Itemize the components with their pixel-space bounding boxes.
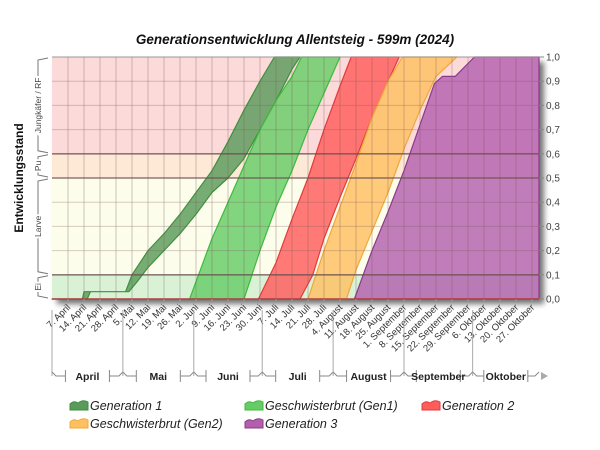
month-bracket: [122, 371, 195, 377]
month-bracket: [51, 371, 124, 377]
stage-axis: Ei Larve Pu Jungkäfer / RF: [31, 57, 49, 299]
month-label: Oktober: [486, 371, 526, 383]
legend-swatch-icon: [244, 418, 264, 429]
y-tick-label: 0,8: [546, 101, 560, 112]
month-bracket: [193, 371, 263, 377]
legend-swatch-icon: [69, 418, 89, 429]
y-tick-label: 0,9: [546, 77, 560, 88]
y-tick-label: 0,1: [546, 270, 560, 281]
stage-label: Pu: [33, 160, 43, 171]
stage-label: Jungkäfer / RF: [33, 78, 43, 134]
legend-label: Geschwisterbrut (Gen2): [90, 417, 223, 431]
stage-bracket: [37, 275, 49, 299]
month-label: August: [350, 371, 387, 383]
y-tick-label: 0,5: [546, 174, 560, 185]
stage-label: Ei: [33, 283, 43, 291]
series-area-0: [51, 56, 301, 300]
y-tick-label: 0,3: [546, 222, 560, 233]
legend-label: Geschwisterbrut (Gen1): [265, 399, 398, 413]
stage-bracket: [37, 178, 49, 275]
month-label: Juli: [289, 371, 307, 383]
y-tick-label: 0,0: [546, 295, 560, 306]
stage-label: Larve: [33, 215, 43, 237]
y-tick-label: 0,2: [546, 246, 560, 257]
chart-title: Generationsentwicklung Allentsteig - 599…: [136, 32, 455, 47]
y-axis: 0,0 0,1 0,2 0,3 0,4 0,5 0,6 0,7 0,8 0,9 1,0: [539, 53, 560, 306]
month-bracket: [472, 371, 540, 377]
month-label: April: [75, 371, 99, 383]
stage-bracket: [37, 154, 49, 178]
legend-swatch-icon: [69, 400, 89, 411]
month-axis: April Mai Juni Juli August September Oktober: [51, 310, 548, 383]
month-label: Juni: [217, 371, 239, 383]
y-tick-label: 0,7: [546, 125, 560, 136]
legend-label: Generation 3: [265, 417, 337, 431]
y-tick-label: 0,4: [546, 198, 560, 209]
legend: Generation 1 Geschwisterbrut (Gen1) Genera…: [69, 399, 514, 431]
axis-arrow-icon: [541, 372, 548, 380]
month-bracket: [261, 371, 334, 377]
month-label: Mai: [150, 371, 168, 383]
month-bracket: [403, 371, 473, 377]
month-label: September: [411, 371, 465, 383]
stage-bracket: [37, 57, 49, 154]
y-axis-label: Entwicklungsstand: [12, 123, 26, 232]
legend-swatch-icon: [421, 400, 441, 411]
y-tick-label: 1,0: [546, 53, 560, 64]
legend-label: Generation 2: [442, 399, 514, 413]
y-tick-label: 0,6: [546, 149, 560, 160]
legend-swatch-icon: [244, 400, 264, 411]
gridlines: [52, 56, 539, 300]
legend-label: Generation 1: [90, 399, 162, 413]
month-bracket: [332, 371, 405, 377]
